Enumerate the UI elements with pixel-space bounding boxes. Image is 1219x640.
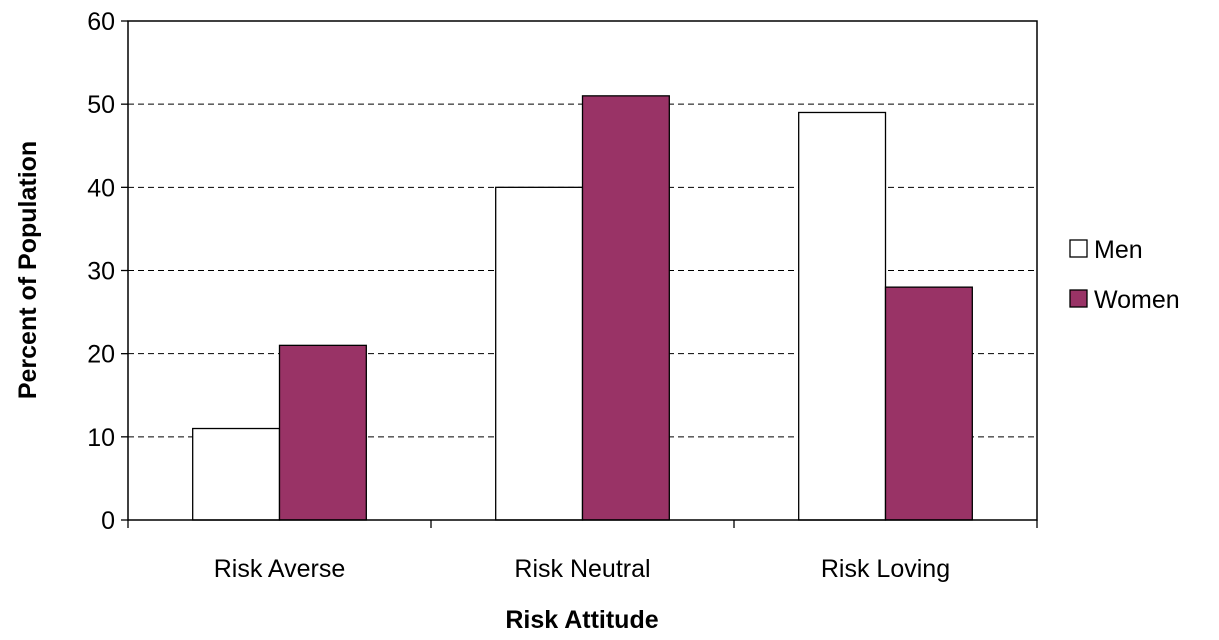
y-axis-title: Percent of Population: [14, 141, 42, 399]
x-tick-label: Risk Loving: [821, 555, 950, 583]
bar-women-2: [581, 95, 670, 521]
legend-label-women: Women: [1094, 286, 1180, 314]
legend-swatch-men: [1069, 239, 1088, 258]
legend-swatch-women: [1069, 289, 1088, 308]
bar-men-3: [798, 111, 887, 521]
bars: [192, 95, 973, 521]
y-tick-label: 0: [101, 507, 115, 535]
x-tick-label: Risk Averse: [214, 555, 346, 583]
bar-women-3: [884, 286, 973, 521]
x-tick-label: Risk Neutral: [514, 555, 650, 583]
y-tick-label: 20: [87, 341, 115, 369]
y-tick-label: 30: [87, 258, 115, 286]
bar-men-1: [192, 427, 281, 521]
x-axis-title: Risk Attitude: [505, 606, 658, 634]
bar-women-1: [278, 344, 367, 521]
y-tick-label: 60: [87, 8, 115, 36]
y-tick-label: 40: [87, 174, 115, 202]
tick-labels: 0 10 20 30 40 50 60 Risk Averse Risk Neutral Risk…: [87, 8, 950, 583]
legend-label-men: Men: [1094, 236, 1143, 264]
bar-men-2: [495, 186, 584, 521]
legend: Men Women: [1069, 236, 1180, 314]
y-tick-label: 10: [87, 424, 115, 452]
axes: [121, 20, 1038, 528]
y-tick-label: 50: [87, 91, 115, 119]
